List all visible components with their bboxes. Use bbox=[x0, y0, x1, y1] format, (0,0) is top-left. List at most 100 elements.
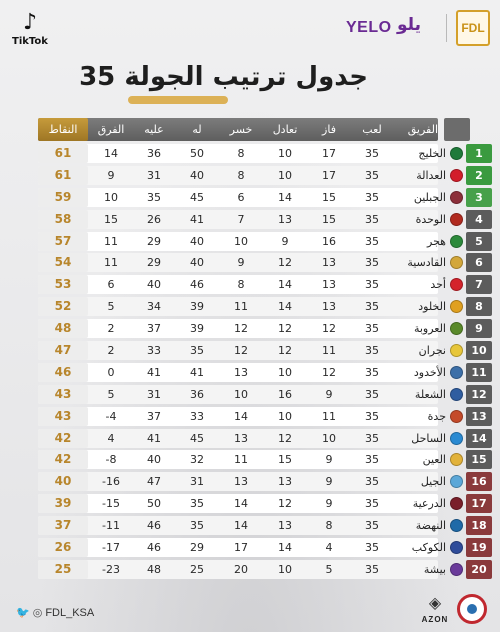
lost-cell: 8 bbox=[237, 278, 245, 292]
won-cell: 10 bbox=[322, 431, 336, 445]
table-row: 42 4 41 45 13 12 10 35 الساحل 14 bbox=[38, 428, 492, 450]
row-bar bbox=[38, 362, 438, 382]
team-crest-icon bbox=[450, 190, 463, 204]
header-points-bg bbox=[38, 118, 88, 141]
won-cell: 11 bbox=[322, 344, 336, 358]
drawn-cell: 16 bbox=[278, 387, 292, 401]
standings-table: النقاط الفرق عليه له خسر تعادل فاز لعب ا… bbox=[38, 118, 492, 581]
goal-diff-cell: 6 bbox=[107, 278, 115, 292]
row-bar bbox=[38, 319, 438, 339]
row-bar bbox=[38, 559, 438, 579]
played-cell: 35 bbox=[365, 387, 379, 401]
drawn-cell: 10 bbox=[278, 409, 292, 423]
goals-for-cell: 40 bbox=[190, 256, 204, 270]
sponsor-name: AZON bbox=[421, 615, 449, 624]
won-cell: 9 bbox=[325, 387, 333, 401]
played-cell: 35 bbox=[365, 190, 379, 204]
points-cell: 54 bbox=[54, 255, 72, 270]
team-crest-icon bbox=[450, 168, 463, 182]
team-crest-icon bbox=[450, 497, 463, 511]
row-points-bg bbox=[38, 341, 88, 361]
table-row: 58 15 26 41 7 13 15 35 الوحدة 4 bbox=[38, 209, 492, 231]
points-cell: 43 bbox=[54, 386, 72, 401]
table-row: 46 0 41 41 13 10 12 35 الأخدود 11 bbox=[38, 362, 492, 384]
points-cell: 52 bbox=[54, 299, 72, 314]
drawn-cell: 12 bbox=[278, 256, 292, 270]
goals-against-cell: 35 bbox=[147, 190, 161, 204]
rank-badge: 6 bbox=[466, 253, 492, 273]
lost-cell: 14 bbox=[234, 497, 248, 511]
won-cell: 8 bbox=[325, 519, 333, 533]
goals-against-cell: 29 bbox=[147, 256, 161, 270]
goal-diff-cell: -11 bbox=[102, 519, 120, 533]
won-cell: 17 bbox=[322, 147, 336, 160]
points-cell: 39 bbox=[54, 496, 72, 511]
rank-badge: 15 bbox=[466, 450, 492, 470]
team-name-cell: هجر bbox=[427, 234, 446, 248]
header-drawn: تعادل bbox=[272, 123, 298, 136]
goals-for-cell: 32 bbox=[190, 453, 204, 467]
goal-diff-cell: -15 bbox=[102, 497, 120, 511]
rank-badge: 16 bbox=[466, 472, 492, 492]
header-played: لعب bbox=[362, 123, 382, 136]
table-row: 48 2 37 39 12 12 12 35 العروبة 9 bbox=[38, 318, 492, 340]
row-points-bg bbox=[38, 231, 88, 251]
header-won: فاز bbox=[322, 123, 336, 136]
goal-diff-cell: 14 bbox=[104, 147, 118, 160]
row-bar bbox=[38, 165, 438, 185]
table-row: 61 9 31 40 8 10 17 35 العدالة 2 bbox=[38, 165, 492, 187]
table-row: 59 10 35 45 6 14 15 35 الجبلين 3 bbox=[38, 187, 492, 209]
row-bar bbox=[38, 253, 438, 273]
won-cell: 9 bbox=[325, 497, 333, 511]
rank-badge: 9 bbox=[466, 319, 492, 339]
row-bar bbox=[38, 144, 438, 163]
points-cell: 43 bbox=[54, 408, 72, 423]
social-handle-text: FDL_KSA bbox=[45, 607, 95, 619]
played-cell: 35 bbox=[365, 212, 379, 226]
drawn-cell: 10 bbox=[278, 365, 292, 379]
row-bar bbox=[38, 450, 438, 470]
team-name-cell: العدالة bbox=[416, 168, 446, 182]
goals-for-cell: 35 bbox=[190, 344, 204, 358]
points-cell: 46 bbox=[54, 364, 72, 379]
played-cell: 35 bbox=[365, 256, 379, 270]
table-row: 43 5 31 36 10 16 9 35 الشعلة 12 bbox=[38, 384, 492, 406]
goals-for-cell: 25 bbox=[190, 562, 204, 576]
goal-diff-cell: -16 bbox=[102, 475, 120, 489]
goal-diff-cell: 4 bbox=[107, 431, 115, 445]
team-name-cell: الخليج bbox=[418, 147, 446, 160]
goals-against-cell: 31 bbox=[147, 387, 161, 401]
lost-cell: 20 bbox=[234, 562, 248, 576]
table-row: 37 -11 46 35 14 13 8 35 النهضة 18 bbox=[38, 515, 492, 537]
points-cell: 59 bbox=[54, 189, 72, 204]
played-cell: 35 bbox=[365, 431, 379, 445]
played-cell: 35 bbox=[365, 278, 379, 292]
goals-against-cell: 31 bbox=[147, 168, 161, 182]
team-crest-icon bbox=[450, 300, 463, 314]
drawn-cell: 12 bbox=[278, 431, 292, 445]
lost-cell: 12 bbox=[234, 344, 248, 358]
drawn-cell: 12 bbox=[278, 322, 292, 336]
header-rank-bg bbox=[444, 118, 470, 141]
lost-cell: 8 bbox=[237, 147, 245, 160]
lost-cell: 8 bbox=[237, 168, 245, 182]
goals-against-cell: 33 bbox=[147, 344, 161, 358]
won-cell: 16 bbox=[322, 234, 336, 248]
rank-badge: 11 bbox=[466, 362, 492, 382]
goals-against-cell: 50 bbox=[147, 497, 161, 511]
rank-badge: 2 bbox=[466, 165, 492, 185]
goals-for-cell: 33 bbox=[190, 409, 204, 423]
goal-diff-cell: 5 bbox=[107, 300, 115, 314]
goals-against-cell: 46 bbox=[147, 541, 161, 555]
team-name-cell: النهضة bbox=[415, 519, 446, 533]
team-name-cell: الكوكب bbox=[411, 541, 446, 555]
table-row: 43 -4 37 33 14 10 11 35 جدة 13 bbox=[38, 406, 492, 428]
drawn-cell: 14 bbox=[278, 190, 292, 204]
goals-against-cell: 37 bbox=[147, 322, 161, 336]
points-cell: 57 bbox=[54, 233, 72, 248]
played-cell: 35 bbox=[365, 147, 379, 160]
title-area: جدول ترتيب الجولة 35 bbox=[0, 62, 500, 104]
goals-against-cell: 47 bbox=[147, 475, 161, 489]
tiktok-note-icon: ♪ bbox=[22, 10, 38, 35]
